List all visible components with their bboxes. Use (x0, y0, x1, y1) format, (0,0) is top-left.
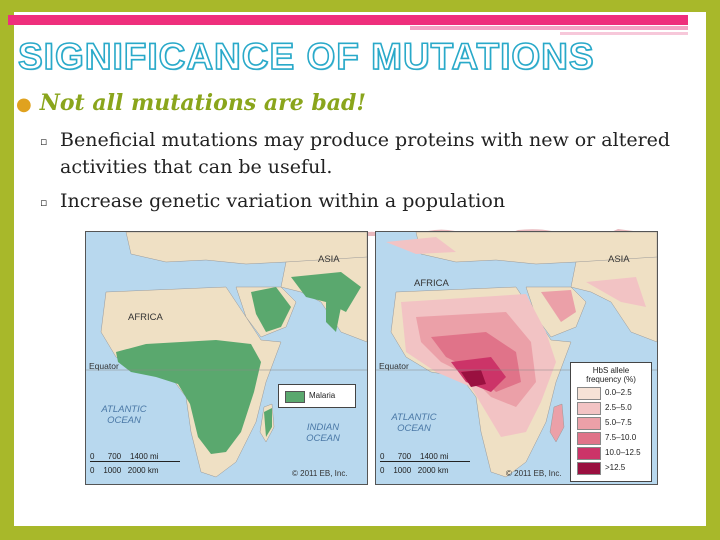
hbs-legend-label: 7.5–10.0 (605, 433, 637, 442)
label-asia: ASIA (608, 254, 630, 265)
hbs-legend-label: 2.5–5.0 (605, 403, 632, 412)
slide-title: SIGNIFICANCE OF MUTATIONS (17, 35, 595, 78)
hbs-legend: HbS allele frequency (%) 0.0–2.5 2.5–5.0 5… (570, 362, 652, 482)
main-bullet-text: Not all mutations are bad! (39, 90, 367, 116)
hbs-allele-map: ASIA AFRICA Equator ATLANTIC OCEAN HbS a… (375, 231, 658, 485)
label-indian-ocean: INDIAN OCEAN (306, 422, 340, 444)
hbs-legend-label: 10.0–12.5 (605, 448, 641, 457)
malaria-legend-label: Malaria (309, 391, 336, 400)
sub-bullet-2: ▫ Increase genetic variation within a po… (40, 188, 680, 215)
copyright: © 2011 EB, Inc. (292, 469, 348, 478)
label-africa: AFRICA (128, 312, 163, 323)
bullet-dot-icon: ● (16, 94, 32, 115)
label-atlantic-ocean: ATLANTIC OCEAN (101, 404, 147, 426)
square-bullet-icon: ▫ (40, 196, 48, 209)
header-bar-accent (410, 26, 688, 30)
main-bullet: ● Not all mutations are bad! (16, 90, 366, 116)
hbs-legend-swatch (577, 402, 601, 415)
label-africa: AFRICA (414, 278, 449, 289)
label-atlantic-ocean: ATLANTIC OCEAN (391, 412, 437, 434)
hbs-legend-swatch (577, 387, 601, 400)
hbs-legend-swatch (577, 417, 601, 430)
label-equator: Equator (379, 361, 409, 371)
label-equator: Equator (89, 361, 119, 371)
sub-bullet-2-text: Increase genetic variation within a popu… (60, 190, 506, 212)
map-scale: 0 700 1400 mi 0 1000 2000 km (90, 452, 210, 480)
hbs-legend-label: 5.0–7.5 (605, 418, 632, 427)
malaria-legend: Malaria (278, 384, 356, 408)
scale-km: 0 1000 2000 km (380, 466, 449, 475)
hbs-legend-swatch (577, 462, 601, 475)
hbs-legend-swatch (577, 432, 601, 445)
scale-km: 0 1000 2000 km (90, 466, 159, 475)
scale-miles: 0 700 1400 mi (90, 452, 159, 461)
header-bar (8, 15, 688, 25)
malaria-map: ASIA AFRICA Equator ATLANTIC OCEAN INDIA… (85, 231, 368, 485)
map-scale: 0 700 1400 mi 0 1000 2000 km (380, 452, 500, 480)
malaria-swatch (285, 391, 305, 403)
hbs-legend-swatch (577, 447, 601, 460)
scale-miles: 0 700 1400 mi (380, 452, 449, 461)
square-bullet-icon: ▫ (40, 135, 48, 148)
malaria-map-graphic (86, 232, 367, 484)
header-bar-accent-2 (560, 32, 688, 35)
hbs-legend-title: HbS allele frequency (%) (586, 366, 636, 384)
hbs-legend-label: >12.5 (605, 463, 626, 472)
label-asia: ASIA (318, 254, 340, 265)
hbs-legend-label: 0.0–2.5 (605, 388, 632, 397)
sub-bullet-1-text: Beneficial mutations may produce protein… (60, 129, 671, 178)
sub-bullet-1: ▫ Beneficial mutations may produce prote… (40, 127, 680, 181)
copyright: © 2011 EB, Inc. (506, 469, 562, 478)
